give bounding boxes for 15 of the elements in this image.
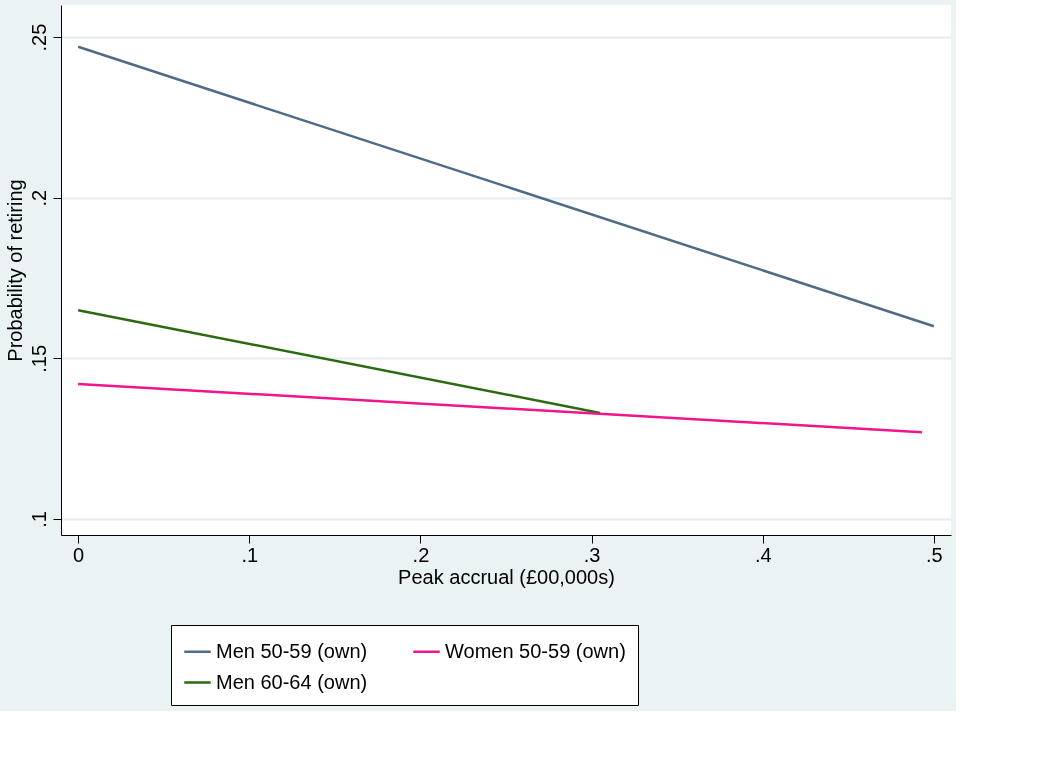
y-tick-label: .25: [27, 23, 50, 52]
y-tick-label: .2: [27, 189, 50, 207]
y-tick-label: .1: [27, 511, 50, 528]
x-tick-label: .5: [926, 543, 943, 566]
legend-label: Women 50-59 (own): [445, 639, 626, 662]
x-tick-label: 0: [73, 543, 85, 566]
x-axis-title: Peak accrual (£00,000s): [398, 565, 615, 588]
y-tick-label: .15: [27, 344, 50, 373]
x-tick-label: .2: [412, 543, 430, 566]
x-tick-label: .1: [241, 543, 259, 566]
legend-label: Men 60-64 (own): [216, 670, 368, 693]
y-axis-title: Probability of retiring: [3, 179, 26, 362]
x-tick-label: .3: [583, 543, 601, 566]
x-tick-label: .4: [754, 543, 772, 566]
legend-label: Men 50-59 (own): [216, 639, 368, 662]
